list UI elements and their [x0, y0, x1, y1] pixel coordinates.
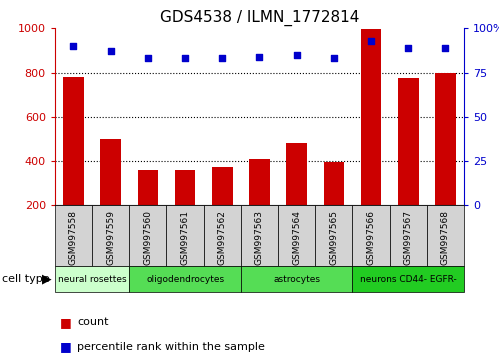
- Text: astrocytes: astrocytes: [273, 275, 320, 284]
- Text: GSM997568: GSM997568: [441, 210, 450, 265]
- Point: [293, 52, 301, 58]
- Bar: [55, 266, 129, 292]
- Text: GSM997559: GSM997559: [106, 210, 115, 265]
- Bar: [92, 205, 129, 266]
- Bar: [204, 205, 241, 266]
- Point: [181, 56, 189, 61]
- Point: [442, 45, 450, 51]
- Bar: [286, 143, 307, 205]
- Bar: [278, 205, 315, 266]
- Bar: [324, 162, 344, 205]
- Bar: [241, 205, 278, 266]
- Text: neurons CD44- EGFR-: neurons CD44- EGFR-: [360, 275, 457, 284]
- Bar: [241, 266, 352, 292]
- Text: GSM997558: GSM997558: [69, 210, 78, 265]
- Bar: [398, 78, 419, 205]
- Bar: [100, 139, 121, 205]
- Bar: [129, 266, 241, 292]
- Bar: [435, 73, 456, 205]
- Bar: [352, 205, 390, 266]
- Bar: [212, 167, 233, 205]
- Bar: [167, 205, 204, 266]
- Point: [69, 43, 77, 49]
- Point: [218, 56, 226, 61]
- Text: GSM997561: GSM997561: [181, 210, 190, 265]
- Bar: [249, 159, 269, 205]
- Text: ■: ■: [60, 341, 72, 353]
- Bar: [63, 77, 84, 205]
- Bar: [138, 170, 158, 205]
- Text: ▶: ▶: [42, 273, 52, 286]
- Point: [144, 56, 152, 61]
- Text: GSM997563: GSM997563: [255, 210, 264, 265]
- Text: GSM997567: GSM997567: [404, 210, 413, 265]
- Text: percentile rank within the sample: percentile rank within the sample: [77, 342, 265, 352]
- Bar: [352, 266, 464, 292]
- Text: neural rosettes: neural rosettes: [58, 275, 126, 284]
- Text: oligodendrocytes: oligodendrocytes: [146, 275, 224, 284]
- Text: count: count: [77, 317, 109, 327]
- Bar: [175, 170, 195, 205]
- Text: GSM997564: GSM997564: [292, 210, 301, 265]
- Point: [255, 54, 263, 59]
- Text: GSM997565: GSM997565: [329, 210, 338, 265]
- Bar: [361, 29, 381, 205]
- Text: GSM997562: GSM997562: [218, 210, 227, 265]
- Point: [107, 48, 115, 54]
- Bar: [129, 205, 167, 266]
- Text: ■: ■: [60, 316, 72, 329]
- Point: [404, 45, 412, 51]
- Bar: [390, 205, 427, 266]
- Point: [367, 38, 375, 44]
- Title: GDS4538 / ILMN_1772814: GDS4538 / ILMN_1772814: [160, 9, 359, 25]
- Text: GSM997560: GSM997560: [143, 210, 152, 265]
- Bar: [315, 205, 352, 266]
- Text: GSM997566: GSM997566: [367, 210, 376, 265]
- Point: [330, 56, 338, 61]
- Bar: [55, 205, 92, 266]
- Text: cell type: cell type: [2, 274, 50, 284]
- Bar: [427, 205, 464, 266]
